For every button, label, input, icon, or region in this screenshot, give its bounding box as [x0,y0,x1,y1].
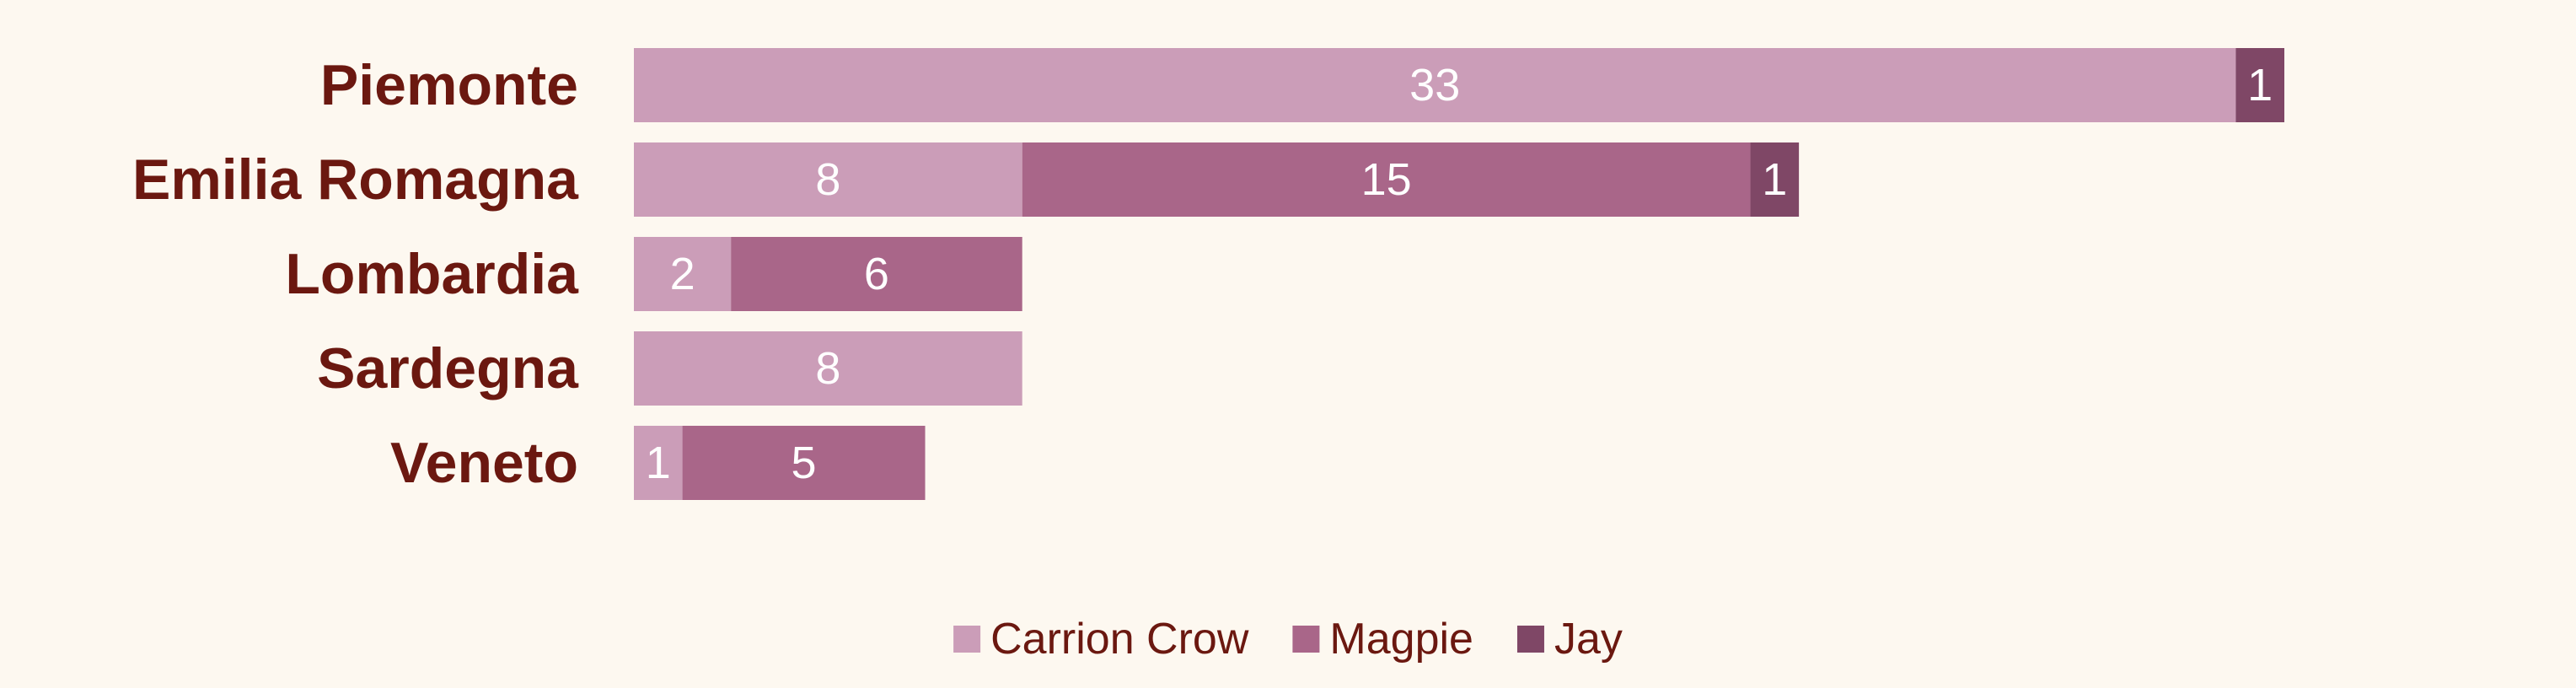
category-label-veneto: Veneto [390,431,578,495]
category-labels: Piemonte Emilia Romagna Lombardia Sardegna V… [132,53,579,495]
bar-emilia-romagna-carrion-crow [634,142,1022,217]
data-label-emilia-romagna-carrion-crow: 8 [815,154,840,205]
bar-lombardia-carrion-crow [634,237,732,311]
legend-label-magpie: Magpie [1329,615,1473,664]
bar-emilia-romagna-magpie [1022,142,1751,217]
category-label-lombardia: Lombardia [285,242,579,306]
data-label-emilia-romagna-magpie: 15 [1361,154,1412,205]
legend-label-carrion-crow: Carrion Crow [990,615,1249,664]
bar-piemonte-carrion-crow [634,48,2236,122]
data-label-lombardia-carrion-crow: 2 [670,249,695,299]
data-label-piemonte-carrion-crow: 33 [1409,60,1460,110]
data-label-piemonte-jay: 1 [2247,60,2273,110]
legend-swatch-magpie [1292,626,1320,653]
legend-item-carrion-crow: Carrion Crow [953,615,1249,664]
legend-swatch-carrion-crow [953,626,981,653]
bar-veneto-magpie [682,426,926,500]
bar-emilia-romagna-jay [1750,142,1800,217]
bar-veneto-carrion-crow [634,426,683,500]
legend: Carrion Crow Magpie Jay [953,615,1623,664]
legend-label-jay: Jay [1554,615,1623,664]
data-label-veneto-carrion-crow: 1 [646,438,671,488]
data-label-veneto-magpie: 5 [792,438,817,488]
legend-item-jay: Jay [1516,615,1623,664]
category-label-sardegna: Sardegna [317,336,579,400]
bar-piemonte-jay [2235,48,2284,122]
legend-swatch-jay [1516,626,1544,653]
data-label-lombardia-magpie: 6 [864,249,889,299]
bar-sardegna-carrion-crow [634,331,1022,406]
bars-layer: 33 18 15 12 681 5 [634,48,2284,500]
data-label-emilia-romagna-jay: 1 [1762,154,1787,205]
data-label-sardegna-carrion-crow: 8 [815,343,840,394]
legend-item-magpie: Magpie [1292,615,1473,664]
category-label-emilia-romagna: Emilia Romagna [132,148,579,212]
bar-lombardia-magpie [731,237,1022,311]
category-label-piemonte: Piemonte [320,53,578,117]
